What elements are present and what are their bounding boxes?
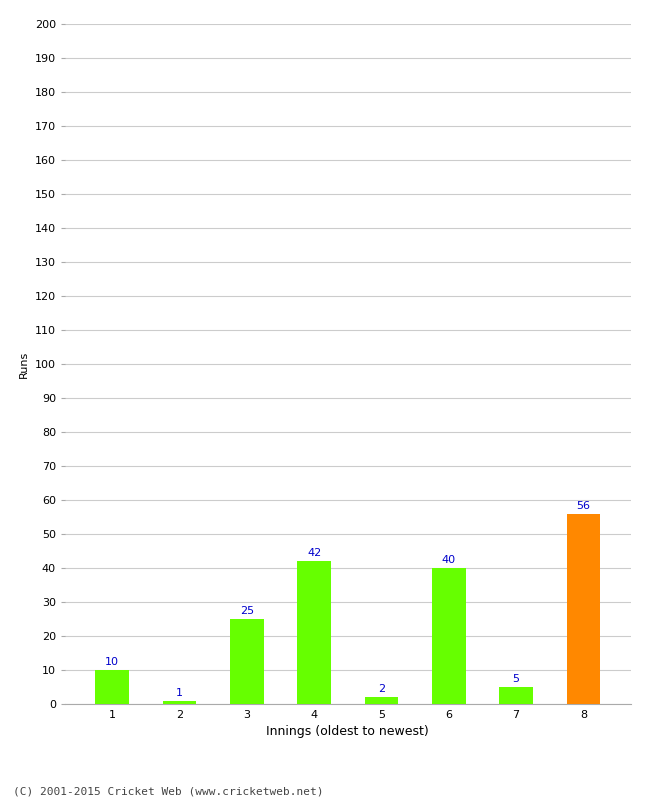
Text: 5: 5 — [513, 674, 519, 684]
Bar — [230, 619, 264, 704]
Text: 10: 10 — [105, 658, 119, 667]
Bar — [297, 562, 331, 704]
Bar — [499, 687, 533, 704]
Text: 25: 25 — [240, 606, 254, 616]
X-axis label: Innings (oldest to newest): Innings (oldest to newest) — [266, 725, 429, 738]
Bar — [162, 701, 196, 704]
Text: 1: 1 — [176, 688, 183, 698]
Bar — [96, 670, 129, 704]
Text: 2: 2 — [378, 685, 385, 694]
Bar — [365, 697, 398, 704]
Y-axis label: Runs: Runs — [20, 350, 29, 378]
Text: 56: 56 — [577, 501, 590, 511]
Bar — [432, 568, 465, 704]
Text: 40: 40 — [441, 555, 456, 566]
Text: 42: 42 — [307, 549, 321, 558]
Bar — [567, 514, 600, 704]
Text: (C) 2001-2015 Cricket Web (www.cricketweb.net): (C) 2001-2015 Cricket Web (www.cricketwe… — [13, 786, 324, 796]
